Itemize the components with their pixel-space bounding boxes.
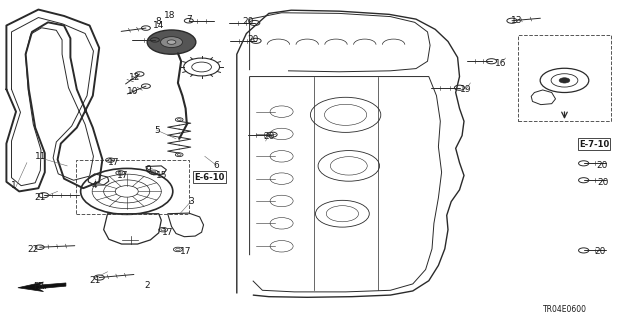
Text: 20: 20 — [595, 247, 606, 256]
Text: 20: 20 — [263, 132, 275, 141]
Text: 5: 5 — [154, 126, 159, 135]
Text: 3: 3 — [188, 197, 193, 206]
Bar — [518, 35, 611, 121]
Text: 9: 9 — [146, 165, 151, 174]
Text: 2: 2 — [145, 281, 150, 290]
Text: 22: 22 — [28, 245, 39, 254]
Text: 20: 20 — [597, 178, 609, 187]
Text: 21: 21 — [89, 276, 100, 285]
Circle shape — [167, 40, 176, 44]
Bar — [76, 160, 189, 214]
Text: FR.: FR. — [33, 282, 47, 291]
Text: 20: 20 — [247, 35, 259, 44]
Text: 17: 17 — [108, 158, 120, 167]
Text: 8: 8 — [156, 17, 161, 26]
Text: 17: 17 — [117, 171, 129, 180]
Text: 14: 14 — [153, 21, 164, 30]
Text: 17: 17 — [162, 228, 173, 237]
Text: 20: 20 — [243, 17, 254, 26]
Text: 15: 15 — [156, 171, 167, 180]
Text: 18: 18 — [164, 11, 175, 20]
Text: 17: 17 — [180, 247, 191, 256]
Text: 20: 20 — [596, 161, 607, 170]
Text: 19: 19 — [460, 85, 472, 94]
Text: TR04E0600: TR04E0600 — [543, 305, 586, 314]
Text: E-6-10: E-6-10 — [195, 173, 225, 182]
Text: 21: 21 — [34, 193, 45, 202]
Text: 1: 1 — [12, 181, 17, 189]
Circle shape — [559, 78, 570, 83]
Polygon shape — [18, 282, 66, 292]
Text: 6: 6 — [214, 161, 219, 170]
Text: 10: 10 — [127, 87, 139, 96]
Text: 16: 16 — [495, 59, 507, 68]
Circle shape — [161, 37, 182, 48]
Text: 7: 7 — [186, 15, 191, 24]
Circle shape — [147, 30, 196, 54]
Text: 11: 11 — [35, 152, 46, 161]
Text: 12: 12 — [129, 73, 140, 82]
Text: 13: 13 — [511, 16, 523, 25]
Text: E-7-10: E-7-10 — [579, 140, 609, 149]
Text: 4: 4 — [92, 181, 97, 190]
